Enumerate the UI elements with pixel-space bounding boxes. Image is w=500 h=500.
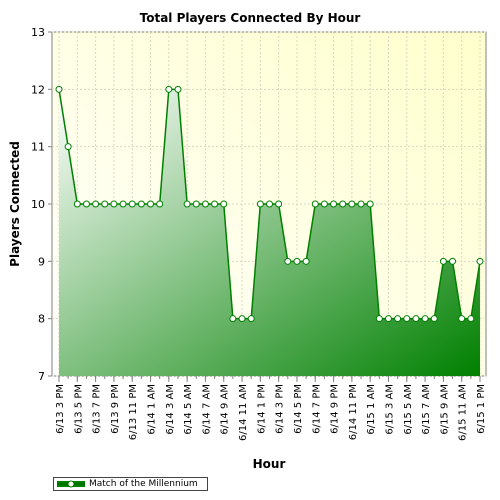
data-point-40	[421, 315, 429, 323]
data-point-10	[147, 200, 155, 208]
data-point-1	[64, 143, 72, 151]
x-tick-label-7: 6/14 5 AM	[183, 384, 194, 435]
data-point-6	[110, 200, 118, 208]
data-point-35	[375, 315, 383, 323]
x-axis-label: Hour	[253, 457, 286, 471]
data-point-5	[101, 200, 109, 208]
x-tick-label-10: 6/14 11 AM	[238, 384, 249, 441]
data-point-13	[174, 85, 182, 93]
x-tick-label-14: 6/14 7 PM	[311, 384, 322, 434]
x-tick-label-6: 6/14 3 AM	[165, 384, 176, 435]
data-point-36	[384, 315, 392, 323]
data-point-4	[92, 200, 100, 208]
x-tick-label-11: 6/14 1 PM	[256, 384, 267, 434]
data-point-43	[449, 257, 457, 265]
x-tick-label-0: 6/13 3 PM	[55, 384, 66, 434]
data-point-8	[128, 200, 136, 208]
data-points	[55, 85, 484, 323]
data-point-12	[165, 85, 173, 93]
data-point-29	[320, 200, 328, 208]
x-axis: 6/13 3 PM 6/13 5 PM 6/13 7 PM 6/13 9 PM 6/13…	[55, 376, 487, 441]
x-tick-label-17: 6/15 1 AM	[366, 384, 377, 435]
x-tick-label-2: 6/13 7 PM	[92, 384, 103, 434]
x-tick-label-9: 6/14 9 AM	[220, 384, 231, 435]
data-point-32	[348, 200, 356, 208]
x-tick-label-18: 6/15 3 AM	[384, 384, 395, 435]
y-tick-label-2: 9	[38, 255, 45, 268]
legend-swatch-icon	[57, 480, 85, 488]
x-tick-label-21: 6/15 9 AM	[439, 384, 450, 435]
chart-title: Total Players Connected By Hour	[140, 11, 361, 25]
legend: Match of the Millennium	[53, 477, 208, 491]
x-tick-label-15: 6/14 9 PM	[330, 384, 341, 434]
data-point-24	[275, 200, 283, 208]
data-point-2	[73, 200, 81, 208]
data-point-28	[311, 200, 319, 208]
data-point-46	[476, 257, 484, 265]
data-point-39	[412, 315, 420, 323]
data-point-7	[119, 200, 127, 208]
y-tick-label-4: 11	[31, 141, 45, 154]
x-tick-label-3: 6/13 9 PM	[110, 384, 121, 434]
data-point-42	[439, 257, 447, 265]
legend-label: Match of the Millennium	[89, 479, 198, 489]
data-point-38	[403, 315, 411, 323]
x-tick-label-13: 6/14 5 PM	[293, 384, 304, 434]
data-point-0	[55, 85, 63, 93]
data-point-9	[137, 200, 145, 208]
data-point-3	[82, 200, 90, 208]
x-tick-label-22: 6/15 11 AM	[458, 384, 469, 441]
data-point-11	[156, 200, 164, 208]
data-point-18	[220, 200, 228, 208]
data-point-41	[430, 315, 438, 323]
data-point-45	[467, 315, 475, 323]
x-tick-label-4: 6/13 11 PM	[128, 384, 139, 440]
data-point-19	[229, 315, 237, 323]
y-axis: 7 8 9 10 11 12 13	[31, 26, 52, 383]
x-tick-label-8: 6/14 7 AM	[201, 384, 212, 435]
data-point-31	[339, 200, 347, 208]
data-point-23	[266, 200, 273, 208]
data-point-37	[394, 315, 402, 323]
y-tick-label-1: 8	[38, 313, 45, 326]
y-axis-label: Players Connected	[8, 141, 22, 267]
data-point-16	[201, 200, 209, 208]
y-tick-label-6: 13	[31, 26, 45, 39]
x-tick-label-20: 6/15 7 AM	[421, 384, 432, 435]
x-tick-label-1: 6/13 5 PM	[73, 384, 84, 434]
y-tick-label-3: 10	[31, 198, 45, 211]
data-point-27	[302, 257, 310, 265]
x-tick-label-23: 6/15 1 PM	[476, 384, 487, 434]
data-point-20	[238, 315, 246, 323]
y-tick-label-5: 12	[31, 83, 45, 96]
data-point-33	[357, 200, 365, 208]
x-tick-label-5: 6/14 1 AM	[147, 384, 158, 435]
data-point-15	[192, 200, 200, 208]
data-point-44	[458, 315, 466, 323]
x-tick-label-12: 6/14 3 PM	[275, 384, 286, 434]
data-point-25	[284, 257, 292, 265]
data-point-26	[293, 257, 301, 265]
data-point-17	[211, 200, 219, 208]
x-tick-label-16: 6/14 11 PM	[348, 384, 359, 440]
data-point-21	[247, 315, 255, 323]
data-point-30	[330, 200, 338, 208]
data-point-34	[366, 200, 374, 208]
data-point-14	[183, 200, 191, 208]
y-tick-label-0: 7	[38, 370, 45, 383]
series-area	[59, 89, 480, 376]
data-point-22	[256, 200, 264, 208]
x-tick-label-19: 6/15 5 AM	[403, 384, 414, 435]
